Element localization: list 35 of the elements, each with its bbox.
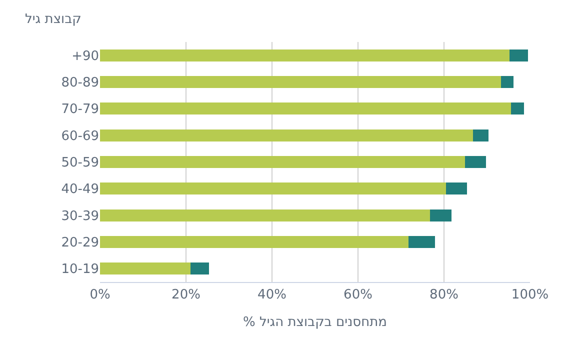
bar [100, 129, 474, 142]
bar [100, 262, 190, 275]
y-tick-label: +90 [72, 48, 99, 64]
bar [100, 49, 510, 62]
x-tick-label: 40% [258, 288, 286, 303]
bar [100, 209, 430, 222]
bar [473, 129, 489, 142]
x-axis-title: % מתחסנים בקבוצת הגיל [242, 315, 388, 330]
y-tick-label: 50-59 [61, 156, 99, 171]
bar [430, 209, 452, 222]
bar [100, 76, 502, 88]
bar [446, 182, 467, 195]
x-tick-label: 80% [430, 288, 458, 303]
bar [509, 49, 528, 62]
y-tick-label: 80-89 [61, 76, 99, 91]
bar [190, 262, 210, 275]
bar [511, 102, 524, 115]
x-tick-label: 0% [90, 288, 110, 303]
y-tick-label: 60-69 [61, 128, 99, 144]
bar [100, 182, 446, 195]
y-axis-title: קבוצת גיל [25, 12, 82, 27]
x-tick-label: 100% [511, 288, 549, 303]
y-tick-label: 20-29 [61, 236, 99, 251]
y-tick-label: 30-39 [61, 208, 99, 224]
bar [100, 102, 512, 115]
x-tick-label: 20% [172, 288, 200, 303]
bar [100, 236, 409, 248]
bar [501, 76, 514, 88]
x-tick-label: 60% [344, 288, 372, 303]
bar [100, 156, 466, 168]
bar [465, 156, 486, 168]
y-tick-label: 40-49 [61, 182, 99, 198]
bar [408, 236, 435, 248]
y-tick-label: 10-19 [61, 262, 99, 278]
y-tick-label: 70-79 [61, 102, 99, 118]
